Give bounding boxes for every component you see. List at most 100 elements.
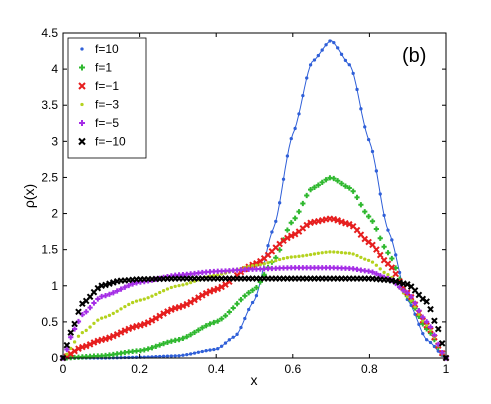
data-point [404, 290, 410, 296]
data-point [336, 250, 340, 254]
data-point [188, 332, 194, 338]
data-point [222, 313, 229, 319]
data-point [336, 46, 340, 50]
series-f=−10 [59, 275, 450, 362]
data-point [235, 332, 239, 336]
data-point [189, 280, 193, 285]
data-point [374, 169, 379, 173]
data-point [114, 288, 120, 294]
data-point [95, 296, 101, 302]
data-point [358, 202, 364, 208]
data-point [366, 213, 372, 220]
data-point [91, 300, 97, 306]
data-point [316, 53, 320, 58]
data-point [146, 296, 150, 300]
data-point [373, 271, 379, 277]
data-point [319, 179, 325, 185]
data-point [339, 52, 344, 56]
data-point [284, 227, 290, 233]
data-point [369, 218, 376, 224]
data-point [100, 316, 104, 320]
data-point [253, 284, 260, 291]
data-point [378, 192, 382, 196]
data-point [305, 253, 309, 257]
data-point [206, 288, 214, 295]
data-point [320, 251, 324, 255]
data-point [149, 345, 155, 351]
data-point [158, 290, 162, 295]
data-point [86, 341, 94, 348]
data-point [421, 319, 425, 323]
data-point [342, 183, 349, 189]
data-point [72, 326, 78, 332]
data-point [106, 334, 113, 341]
y-tick-label: 3.5 [41, 98, 58, 112]
data-point [301, 254, 305, 258]
data-point [397, 270, 402, 275]
data-point [80, 102, 84, 107]
data-point [130, 355, 135, 360]
y-tick-label: 2.5 [41, 170, 58, 184]
data-point [154, 292, 158, 297]
data-point [332, 250, 336, 254]
data-point [243, 316, 247, 321]
data-point [308, 252, 313, 257]
data-point [207, 321, 213, 327]
data-point [90, 339, 98, 346]
data-point [346, 185, 352, 191]
data-point [84, 328, 88, 333]
y-axis-label: ρ(x) [21, 184, 37, 208]
data-point [214, 285, 222, 293]
data-point [394, 253, 398, 257]
data-point [390, 238, 394, 242]
legend: f=10 f=1 f=−1 f=−3 f=−5 f=−10 [67, 37, 147, 159]
data-point [378, 267, 382, 271]
data-point [150, 294, 154, 298]
data-point [363, 125, 367, 129]
data-point [308, 63, 313, 67]
data-point [238, 297, 244, 303]
data-point [335, 178, 341, 184]
data-point [181, 283, 185, 287]
data-point [417, 312, 421, 316]
data-point [219, 316, 225, 322]
data-point [199, 325, 205, 331]
data-point [94, 284, 102, 292]
data-point [412, 300, 418, 306]
data-point [177, 283, 181, 288]
data-point [366, 258, 371, 262]
data-point [138, 298, 143, 302]
data-point [122, 284, 128, 290]
data-point [254, 263, 259, 267]
legend-entry-label: f=−5 [95, 116, 119, 130]
y-tick-label: 0.5 [41, 315, 58, 329]
data-point [126, 282, 132, 289]
data-point [92, 321, 96, 326]
data-point [204, 349, 208, 353]
data-point [362, 209, 368, 215]
data-point [363, 257, 367, 261]
y-tick-label: 4 [51, 62, 58, 76]
data-point [369, 269, 376, 275]
data-point [312, 58, 317, 62]
data-point [69, 346, 73, 351]
y-tick-label: 4.5 [41, 26, 58, 40]
data-point [196, 350, 201, 354]
data-point [134, 299, 139, 303]
data-point [191, 296, 198, 304]
data-point [285, 154, 290, 158]
data-point [161, 289, 166, 293]
data-point [253, 259, 260, 267]
data-point [83, 309, 89, 315]
data-point [72, 340, 77, 344]
data-point [315, 182, 321, 188]
data-point [75, 345, 82, 352]
data-point [307, 187, 314, 193]
data-point [198, 292, 206, 299]
data-point [246, 290, 252, 296]
data-point [413, 305, 417, 309]
y-tick-label: 3 [51, 134, 58, 148]
data-point [189, 352, 193, 356]
data-point [223, 341, 228, 345]
legend-entry-label: f=−3 [95, 98, 119, 112]
